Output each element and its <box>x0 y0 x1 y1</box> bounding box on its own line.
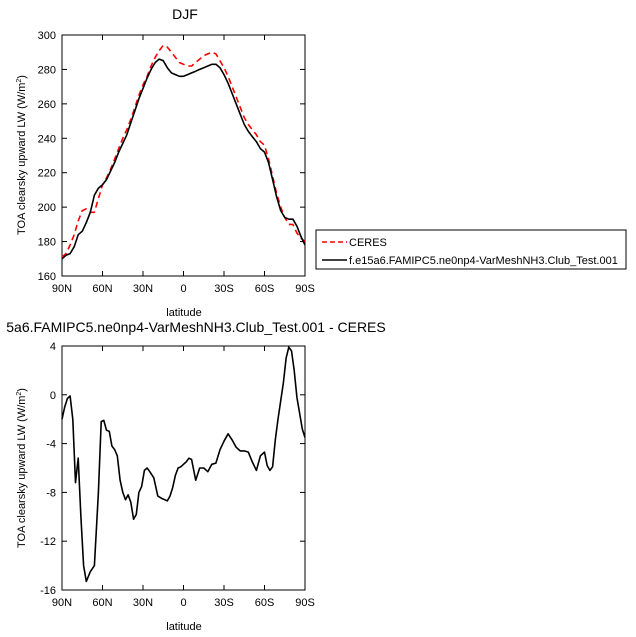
top-x-tick-label: 30N <box>133 283 153 295</box>
top-series-line-1 <box>61 58 306 260</box>
bottom-y-axis-label-main: TOA clearsky upward LW (W/m <box>16 396 28 548</box>
bottom-chart-title: 5a6.FAMIPC5.ne0np4-VarMeshNH3.Club_Test.… <box>6 319 385 335</box>
bottom-x-tick-label: 60S <box>255 597 275 609</box>
top-y-tick-label: 160 <box>38 271 56 283</box>
legend-model-label: f.e15a6.FAMIPC5.ne0np4-VarMeshNH3.Club_T… <box>349 255 618 267</box>
top-y-tick-label: 280 <box>38 64 56 76</box>
top-y-axis-label-main: TOA clearsky upward LW (W/m <box>16 83 28 235</box>
top-chart-title: DJF <box>172 6 198 22</box>
top-y-axis-label-close: ) <box>16 75 28 79</box>
top-y-tick-label: 260 <box>38 99 56 111</box>
bottom-y-tick-label: 4 <box>50 341 56 353</box>
bottom-x-tick-label: 30N <box>133 597 153 609</box>
top-x-axis-label: latitude <box>166 307 201 319</box>
bottom-y-tick-label: -8 <box>46 487 56 499</box>
top-y-tick-label: 220 <box>38 168 56 180</box>
top-plot-frame <box>61 34 306 277</box>
top-y-axis-ticks: 160 180 200 220 240 260 280 300 <box>38 30 305 283</box>
bottom-y-tick-label: -16 <box>40 585 56 597</box>
top-x-axis-ticks: 90N 60N 30N 0 30S 60S 90S <box>52 35 315 295</box>
bottom-y-axis-label-close: ) <box>16 388 28 392</box>
top-x-tick-label: 0 <box>180 283 186 295</box>
top-x-tick-label: 60S <box>255 283 275 295</box>
bottom-series-line-0 <box>61 346 306 583</box>
top-series-lines <box>61 44 306 260</box>
bottom-y-axis-label-sup: 2 <box>16 392 23 396</box>
bottom-y-tick-label: 0 <box>50 390 56 402</box>
legend: CERES f.e15a6.FAMIPC5.ne0np4-VarMeshNH3.… <box>315 229 627 270</box>
bottom-x-tick-label: 90S <box>295 597 315 609</box>
top-y-tick-label: 240 <box>38 133 56 145</box>
top-y-tick-label: 180 <box>38 237 56 249</box>
legend-ceres-label: CERES <box>349 237 387 249</box>
top-y-axis-label: TOA clearsky upward LW (W/m2) <box>16 75 28 235</box>
bottom-x-axis-ticks: 90N 60N 30N 0 30S 60S 90S <box>52 346 315 609</box>
top-x-tick-label: 90N <box>52 283 72 295</box>
top-y-tick-label: 200 <box>38 202 56 214</box>
bottom-y-axis-label: TOA clearsky upward LW (W/m2) <box>16 388 28 548</box>
top-y-tick-label: 300 <box>38 30 56 42</box>
top-x-tick-label: 60N <box>92 283 112 295</box>
bottom-x-tick-label: 30S <box>214 597 234 609</box>
bottom-series-lines <box>61 346 306 583</box>
bottom-x-axis-label: latitude <box>166 621 201 633</box>
legend-box <box>315 229 627 270</box>
top-y-axis-label-sup: 2 <box>16 79 23 83</box>
bottom-x-tick-label: 60N <box>92 597 112 609</box>
bottom-x-tick-label: 90N <box>52 597 72 609</box>
top-x-tick-label: 30S <box>214 283 234 295</box>
top-chart: DJF 160 180 200 220 240 260 280 300 90N 60N 30N 0 3… <box>16 6 627 319</box>
bottom-y-tick-label: -12 <box>40 536 56 548</box>
top-x-tick-label: 90S <box>295 283 315 295</box>
bottom-x-tick-label: 0 <box>180 597 186 609</box>
bottom-y-tick-label: -4 <box>46 439 56 451</box>
bottom-y-axis-ticks: -16 -12 -8 -4 0 4 <box>40 341 305 597</box>
bottom-chart: 5a6.FAMIPC5.ne0np4-VarMeshNH3.Club_Test.… <box>6 319 385 633</box>
